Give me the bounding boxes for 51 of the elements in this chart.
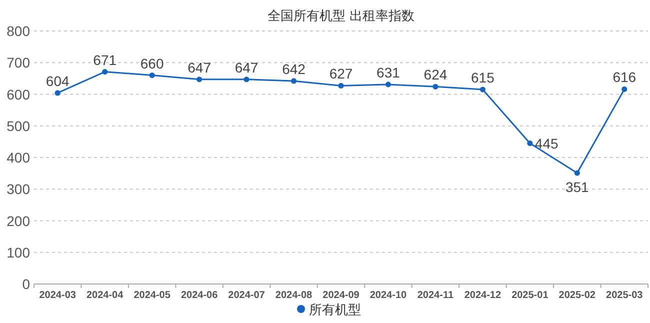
x-tick-label: 2025-01 bbox=[512, 290, 549, 301]
x-tick-label: 2024-11 bbox=[417, 290, 454, 301]
point bbox=[196, 76, 202, 82]
y-tick-label: 800 bbox=[6, 23, 30, 39]
x-tick-label: 2024-10 bbox=[370, 290, 408, 301]
point bbox=[385, 82, 392, 88]
data-label: 604 bbox=[46, 72, 70, 89]
y-tick-label: 500 bbox=[6, 118, 30, 134]
point bbox=[480, 86, 486, 92]
data-label: 671 bbox=[93, 52, 117, 68]
y-tick-label: 0 bbox=[22, 276, 30, 292]
data-label: 660 bbox=[140, 55, 164, 72]
y-tick-label: 600 bbox=[6, 86, 30, 102]
x-tick-label: 2024-06 bbox=[180, 290, 218, 301]
data-label: 615 bbox=[471, 70, 495, 86]
data-label: 627 bbox=[329, 66, 353, 82]
y-tick-label: 200 bbox=[6, 212, 30, 229]
legend: 所有机型 bbox=[297, 302, 361, 317]
x-tick-label: 2024-05 bbox=[134, 290, 171, 301]
point bbox=[290, 78, 297, 84]
x-tick-label: 2024-12 bbox=[464, 290, 502, 301]
point bbox=[622, 86, 628, 92]
chart-title: 全国所有机型 出租率指数 bbox=[268, 8, 414, 23]
x-tick-label: 2024-03 bbox=[39, 290, 76, 301]
data-label: 647 bbox=[234, 59, 258, 76]
data-label: 624 bbox=[424, 66, 448, 83]
point bbox=[527, 140, 533, 146]
legend-label: 所有机型 bbox=[309, 302, 361, 317]
data-label: 642 bbox=[282, 60, 306, 77]
x-tick-label: 2024-08 bbox=[275, 290, 313, 301]
point bbox=[149, 72, 155, 78]
x-tick-label: 2024-07 bbox=[228, 290, 266, 301]
point bbox=[338, 82, 344, 89]
x-tick-label: 2024-09 bbox=[322, 290, 360, 301]
data-label: 445 bbox=[534, 135, 558, 152]
data-label: 647 bbox=[188, 59, 212, 76]
point bbox=[574, 170, 580, 176]
data-label: 351 bbox=[565, 178, 590, 195]
x-tick-label: 2025-02 bbox=[558, 290, 596, 301]
y-tick-label: 700 bbox=[6, 54, 30, 71]
point bbox=[54, 90, 60, 96]
x-tick-label: 2025-03 bbox=[606, 290, 644, 301]
point bbox=[244, 76, 250, 82]
data-label: 631 bbox=[376, 64, 400, 80]
point bbox=[432, 84, 438, 90]
y-tick-label: 100 bbox=[6, 244, 30, 260]
y-tick-label: 300 bbox=[6, 181, 30, 198]
y-tick-label: 400 bbox=[6, 150, 30, 166]
data-label: 616 bbox=[612, 69, 636, 86]
x-tick-label: 2024-04 bbox=[86, 290, 124, 301]
point bbox=[102, 68, 108, 75]
